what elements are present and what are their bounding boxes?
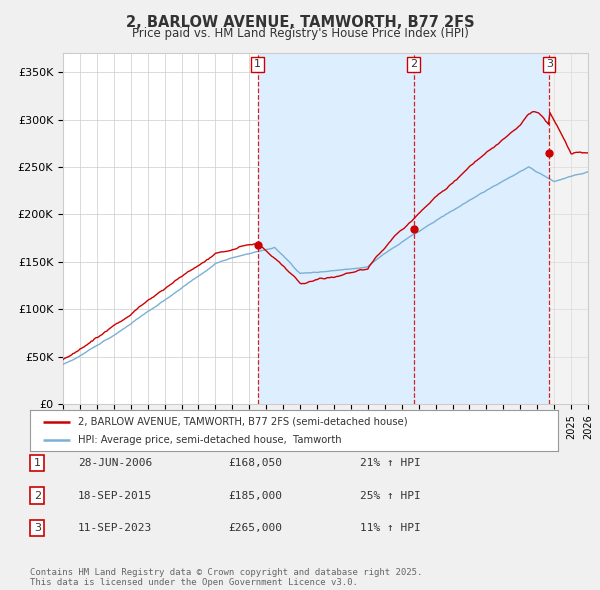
Text: 2: 2 bbox=[410, 60, 417, 70]
Text: £265,000: £265,000 bbox=[228, 523, 282, 533]
Text: 21% ↑ HPI: 21% ↑ HPI bbox=[360, 458, 421, 468]
Text: 3: 3 bbox=[546, 60, 553, 70]
Text: 25% ↑ HPI: 25% ↑ HPI bbox=[360, 491, 421, 500]
Bar bbox=[549, 53, 588, 404]
Text: Price paid vs. HM Land Registry's House Price Index (HPI): Price paid vs. HM Land Registry's House … bbox=[131, 27, 469, 40]
Text: 28-JUN-2006: 28-JUN-2006 bbox=[78, 458, 152, 468]
Text: 11-SEP-2023: 11-SEP-2023 bbox=[78, 523, 152, 533]
Text: Contains HM Land Registry data © Crown copyright and database right 2025.
This d: Contains HM Land Registry data © Crown c… bbox=[30, 568, 422, 587]
Text: 18-SEP-2015: 18-SEP-2015 bbox=[78, 491, 152, 500]
Bar bbox=[257, 53, 549, 404]
Text: 1: 1 bbox=[254, 60, 261, 70]
Text: HPI: Average price, semi-detached house,  Tamworth: HPI: Average price, semi-detached house,… bbox=[77, 435, 341, 445]
Text: £168,050: £168,050 bbox=[228, 458, 282, 468]
Text: £185,000: £185,000 bbox=[228, 491, 282, 500]
Text: 2, BARLOW AVENUE, TAMWORTH, B77 2FS: 2, BARLOW AVENUE, TAMWORTH, B77 2FS bbox=[125, 15, 475, 30]
Text: 2, BARLOW AVENUE, TAMWORTH, B77 2FS (semi-detached house): 2, BARLOW AVENUE, TAMWORTH, B77 2FS (sem… bbox=[77, 417, 407, 427]
Text: 11% ↑ HPI: 11% ↑ HPI bbox=[360, 523, 421, 533]
Text: 1: 1 bbox=[34, 458, 41, 468]
Text: 3: 3 bbox=[34, 523, 41, 533]
Text: 2: 2 bbox=[34, 491, 41, 500]
